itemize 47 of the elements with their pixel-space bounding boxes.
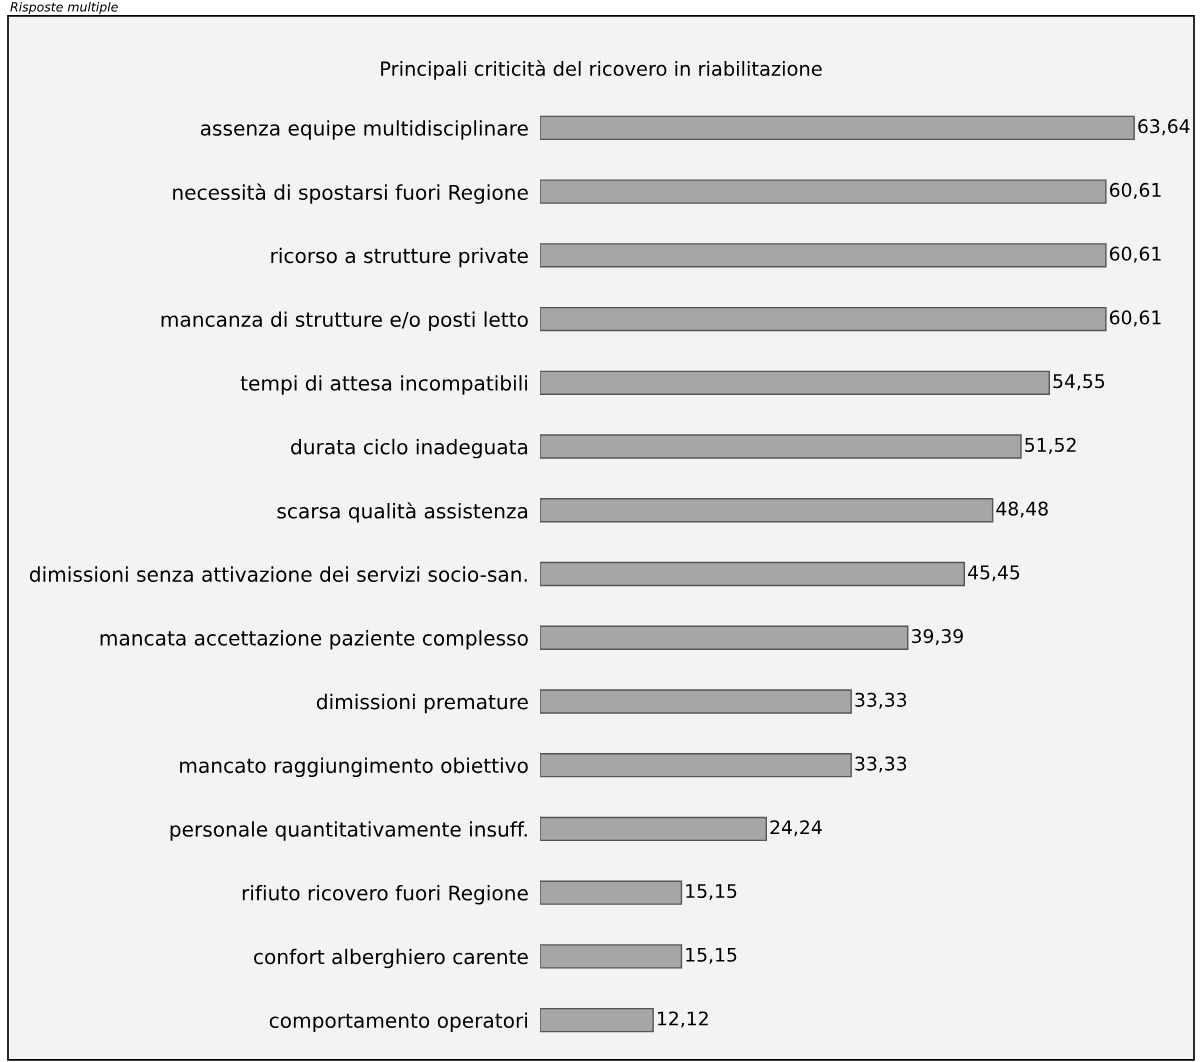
data-label: 60,61 — [1109, 182, 1161, 199]
y-tick-label: mancata accettazione paziente complesso — [100, 630, 528, 650]
y-tick-label: assenza equipe multidisciplinare — [200, 120, 528, 140]
y-tick-label: mancato raggiungimento obiettivo — [180, 757, 528, 778]
bar — [540, 115, 1135, 141]
data-label: 60,61 — [1109, 310, 1161, 327]
y-tick-label: comportamento operatori — [269, 1012, 527, 1032]
y-tick-label: durata ciclo inadeguata — [291, 438, 528, 459]
y-tick-label: confort alberghiero carente — [254, 948, 528, 969]
bar — [540, 306, 1107, 332]
bar — [540, 944, 683, 969]
y-tick-label: dimissioni senza attivazione dei servizi socio-san. — [29, 566, 527, 582]
bar — [540, 1007, 654, 1033]
bar — [540, 434, 1022, 459]
bar — [540, 498, 994, 523]
bar — [540, 689, 852, 714]
bar — [540, 370, 1050, 395]
bar — [540, 880, 683, 905]
bar — [540, 816, 768, 842]
y-tick-label: ricorso a strutture private — [271, 247, 528, 268]
data-label: 12,12 — [657, 1011, 708, 1028]
chart-title: Principali criticità del ricovero in riabilitazione — [381, 60, 822, 80]
data-label: 33,33 — [855, 692, 907, 709]
bar — [540, 625, 909, 650]
data-label: 15,15 — [686, 884, 737, 901]
data-label: 60,61 — [1109, 246, 1161, 263]
data-label: 63,64 — [1138, 119, 1190, 136]
y-tick-label: necessità di spostarsi fuori Regione — [173, 183, 528, 204]
data-label: 51,52 — [1025, 437, 1076, 454]
bar — [540, 243, 1107, 268]
data-label: 15,15 — [686, 947, 737, 964]
y-tick-label: personale quantitativamente insuff. — [170, 821, 527, 841]
data-label: 33,33 — [855, 756, 907, 773]
y-tick-label: tempi di attesa incompatibili — [240, 375, 527, 395]
y-tick-label: dimissioni premature — [316, 693, 528, 714]
data-label: 54,55 — [1053, 374, 1105, 391]
y-tick-label: mancanza di strutture e/o posti letto — [161, 311, 528, 331]
text: Risposte multiple — [10, 1, 118, 15]
bar — [540, 561, 966, 587]
data-label: 24,24 — [770, 820, 822, 837]
data-label: 45,45 — [968, 565, 1020, 582]
data-label: 48,48 — [996, 501, 1048, 518]
y-tick-label: scarsa qualità assistenza — [277, 502, 528, 523]
y-tick-label: rifiuto ricovero fuori Regione — [242, 885, 528, 905]
bar — [540, 179, 1107, 204]
bar — [540, 753, 852, 778]
data-label: 39,39 — [911, 628, 963, 646]
